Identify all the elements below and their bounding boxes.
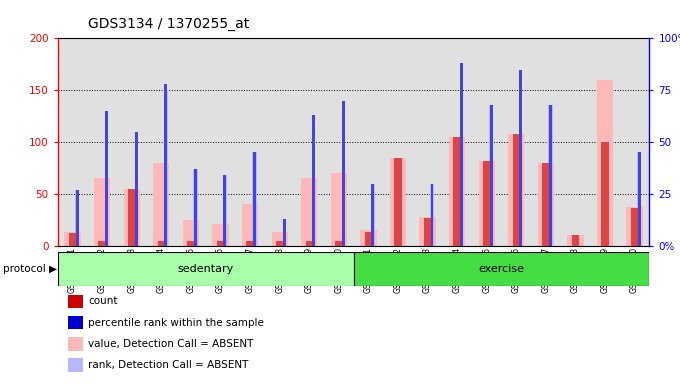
Bar — [424, 218, 431, 246]
Bar — [253, 152, 256, 246]
Bar — [520, 70, 522, 246]
Bar — [364, 232, 372, 246]
Bar — [430, 184, 433, 246]
Bar — [94, 178, 110, 246]
Bar — [626, 207, 643, 246]
Text: exercise: exercise — [479, 264, 524, 274]
Bar — [99, 240, 106, 246]
Bar — [479, 161, 495, 246]
Bar — [193, 169, 198, 246]
Bar — [597, 80, 613, 246]
Bar — [283, 219, 286, 246]
Bar — [153, 163, 169, 246]
Bar — [638, 152, 641, 246]
Bar — [124, 189, 140, 246]
Bar — [187, 240, 194, 246]
Bar — [217, 240, 224, 246]
Bar — [489, 105, 494, 246]
Bar — [246, 240, 254, 246]
Bar — [631, 209, 639, 246]
Bar — [242, 204, 258, 246]
Bar — [460, 63, 463, 246]
Bar — [65, 232, 81, 246]
Bar — [390, 157, 406, 246]
Bar — [490, 105, 492, 246]
Bar — [75, 190, 78, 246]
Bar — [224, 175, 226, 246]
Text: protocol ▶: protocol ▶ — [3, 264, 57, 274]
Bar — [305, 240, 313, 246]
Bar — [212, 224, 228, 246]
Bar — [164, 90, 168, 246]
Bar — [548, 105, 553, 246]
Bar — [194, 169, 197, 246]
Bar — [371, 184, 375, 246]
Bar — [271, 232, 288, 246]
Text: GDS3134 / 1370255_at: GDS3134 / 1370255_at — [88, 17, 250, 31]
Bar — [58, 252, 354, 286]
Bar — [549, 105, 551, 246]
Bar — [165, 84, 167, 246]
Bar — [223, 175, 227, 246]
Bar — [276, 240, 284, 246]
Bar — [360, 230, 377, 246]
Bar — [342, 101, 345, 246]
Bar — [430, 184, 435, 246]
Bar — [538, 163, 554, 246]
Bar — [312, 115, 315, 246]
Text: count: count — [88, 296, 118, 306]
Bar — [354, 252, 649, 286]
Bar — [420, 217, 436, 246]
Text: rank, Detection Call = ABSENT: rank, Detection Call = ABSENT — [88, 360, 249, 370]
Bar — [637, 152, 641, 246]
Bar — [69, 233, 76, 246]
Bar — [301, 178, 318, 246]
Bar — [183, 220, 199, 246]
Text: percentile rank within the sample: percentile rank within the sample — [88, 318, 265, 328]
Bar — [542, 163, 549, 246]
Bar — [105, 111, 108, 246]
Bar — [572, 235, 579, 246]
Bar — [449, 137, 465, 246]
Bar — [330, 173, 347, 246]
Bar — [508, 134, 524, 246]
Bar — [75, 190, 80, 246]
Text: sedentary: sedentary — [177, 264, 234, 274]
Bar — [335, 240, 343, 246]
Bar — [513, 134, 520, 246]
Bar — [252, 152, 257, 246]
Bar — [454, 137, 461, 246]
Bar — [135, 132, 137, 246]
Bar — [371, 184, 374, 246]
Bar — [567, 235, 583, 246]
Bar — [128, 189, 135, 246]
Bar — [483, 161, 490, 246]
Bar — [158, 240, 165, 246]
Bar — [394, 157, 402, 246]
Bar — [601, 142, 609, 246]
Text: value, Detection Call = ABSENT: value, Detection Call = ABSENT — [88, 339, 254, 349]
